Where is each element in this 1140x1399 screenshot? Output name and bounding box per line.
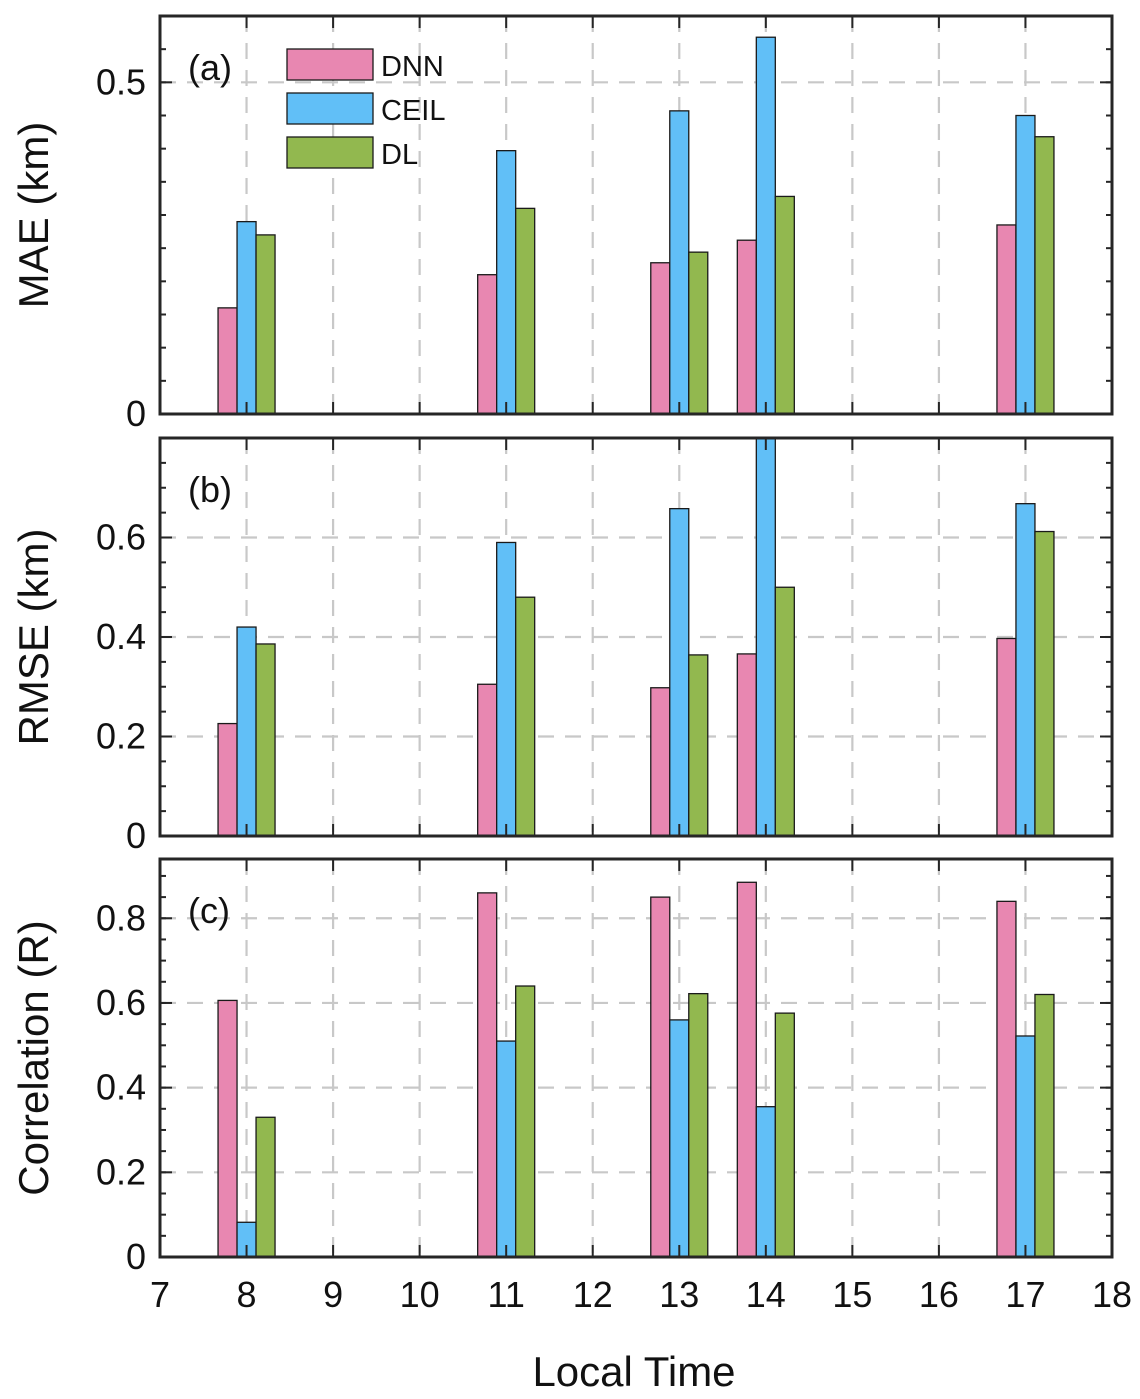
bar-dl-14: [774, 586, 795, 837]
bar-dl-17: [1034, 136, 1055, 415]
bar-ceil-17: [1015, 114, 1036, 415]
bar-ceil-13: [669, 110, 690, 415]
y-tick-label: 0.6: [96, 982, 146, 1023]
panel-1: 0 0.5 MAE (km) (a): [10, 14, 1114, 434]
bar-ceil-11: [496, 541, 517, 837]
bar-ceil-14: [755, 1106, 776, 1258]
bar-dnn-8: [217, 722, 238, 837]
bar-dnn-13: [650, 896, 671, 1258]
bar-dl-8: [255, 1116, 276, 1258]
bar-dnn-13: [650, 687, 671, 837]
x-axis: 7 8 9 10 11 12 13 14 15 16 17 18 Local Time: [150, 1274, 1132, 1395]
bar-ceil-13: [669, 507, 690, 837]
legend-swatch-dnn: [286, 48, 374, 81]
y-tick-label: 0: [126, 393, 146, 434]
bar-dl-13: [688, 251, 709, 415]
legend-label-dl: DL: [381, 139, 418, 171]
y-axis-title: RMSE (km): [10, 529, 57, 746]
x-tick-label: 8: [237, 1274, 257, 1315]
legend-label-ceil: CEIL: [381, 95, 445, 127]
bar-dnn-14: [736, 239, 757, 415]
panel-label: (a): [188, 47, 232, 88]
x-tick-label: 9: [323, 1274, 343, 1315]
bar-dl-13: [688, 654, 709, 837]
legend: DNN CEIL DL: [286, 48, 445, 171]
bar-ceil-17: [1015, 1035, 1036, 1258]
y-tick-label: 0.2: [96, 716, 146, 757]
bar-ceil-8: [236, 626, 257, 837]
bar-dl-14: [774, 1012, 795, 1258]
axes-frame: [158, 436, 1114, 838]
bar-dnn-8: [217, 307, 238, 415]
bar-dl-17: [1034, 530, 1055, 837]
bar-dl-8: [255, 643, 276, 837]
bar-dl-14: [774, 195, 795, 415]
bar-ceil-17: [1015, 503, 1036, 837]
bar-dnn-17: [996, 637, 1017, 837]
x-tick-label: 7: [150, 1274, 170, 1315]
bar-dnn-11: [477, 892, 498, 1258]
bar-dl-13: [688, 992, 709, 1258]
bar-dl-11: [515, 596, 536, 837]
y-tick-label: 0.4: [96, 616, 146, 657]
bar-dnn-14: [736, 881, 757, 1258]
bar-ceil-11: [496, 1040, 517, 1258]
x-tick-label: 14: [746, 1274, 786, 1315]
bar-ceil-11: [496, 150, 517, 415]
bar-dnn-11: [477, 274, 498, 415]
x-tick-label: 15: [832, 1274, 872, 1315]
legend-swatch-dl: [286, 136, 374, 169]
bar-dl-11: [515, 207, 536, 415]
bar-dnn-13: [650, 262, 671, 415]
x-tick-label: 12: [573, 1274, 613, 1315]
x-tick-label: 10: [400, 1274, 440, 1315]
x-tick-label: 16: [919, 1274, 959, 1315]
panel-2: 0 0.2 0.4 0.6 RMSE (km) (b): [10, 436, 1114, 856]
axes-frame: [158, 14, 1114, 416]
bar-dl-17: [1034, 993, 1055, 1258]
bar-dnn-8: [217, 999, 238, 1258]
chart-panels: 0 0.5 MAE (km) (a) 0 0.2 0.4 0.6 RMSE (km) (b) 0 0.…: [10, 14, 1114, 1277]
y-axis-title: Correlation (R): [10, 920, 57, 1195]
y-tick-label: 0.8: [96, 897, 146, 938]
axes-frame: [158, 857, 1114, 1259]
panel-label: (b): [188, 469, 232, 510]
bar-dl-11: [515, 985, 536, 1258]
y-tick-label: 0.6: [96, 517, 146, 558]
x-tick-label: 13: [659, 1274, 699, 1315]
legend-label-dnn: DNN: [381, 51, 444, 83]
bar-dnn-11: [477, 683, 498, 837]
bar-dnn-17: [996, 900, 1017, 1258]
bar-ceil-14: [755, 36, 776, 415]
y-tick-label: 0: [126, 1236, 146, 1277]
bar-ceil-14: [755, 437, 776, 837]
y-axis-title: MAE (km): [10, 122, 57, 309]
y-tick-label: 0: [126, 815, 146, 856]
panel-3: 0 0.2 0.4 0.6 0.8 Correlation (R) (c): [10, 857, 1114, 1277]
y-tick-label: 0.4: [96, 1067, 146, 1108]
bar-dnn-14: [736, 653, 757, 837]
legend-swatch-ceil: [286, 92, 374, 125]
panel-label: (c): [188, 890, 230, 931]
y-tick-label: 0.2: [96, 1151, 146, 1192]
x-tick-label: 11: [487, 1274, 524, 1315]
bar-dl-8: [255, 234, 276, 415]
x-axis-title: Local Time: [532, 1348, 735, 1395]
bar-ceil-13: [669, 1019, 690, 1258]
x-tick-label: 17: [1005, 1274, 1045, 1315]
y-tick-label: 0.5: [96, 61, 146, 102]
bar-dnn-17: [996, 224, 1017, 415]
bar-ceil-8: [236, 220, 257, 415]
x-tick-label: 18: [1092, 1274, 1132, 1315]
